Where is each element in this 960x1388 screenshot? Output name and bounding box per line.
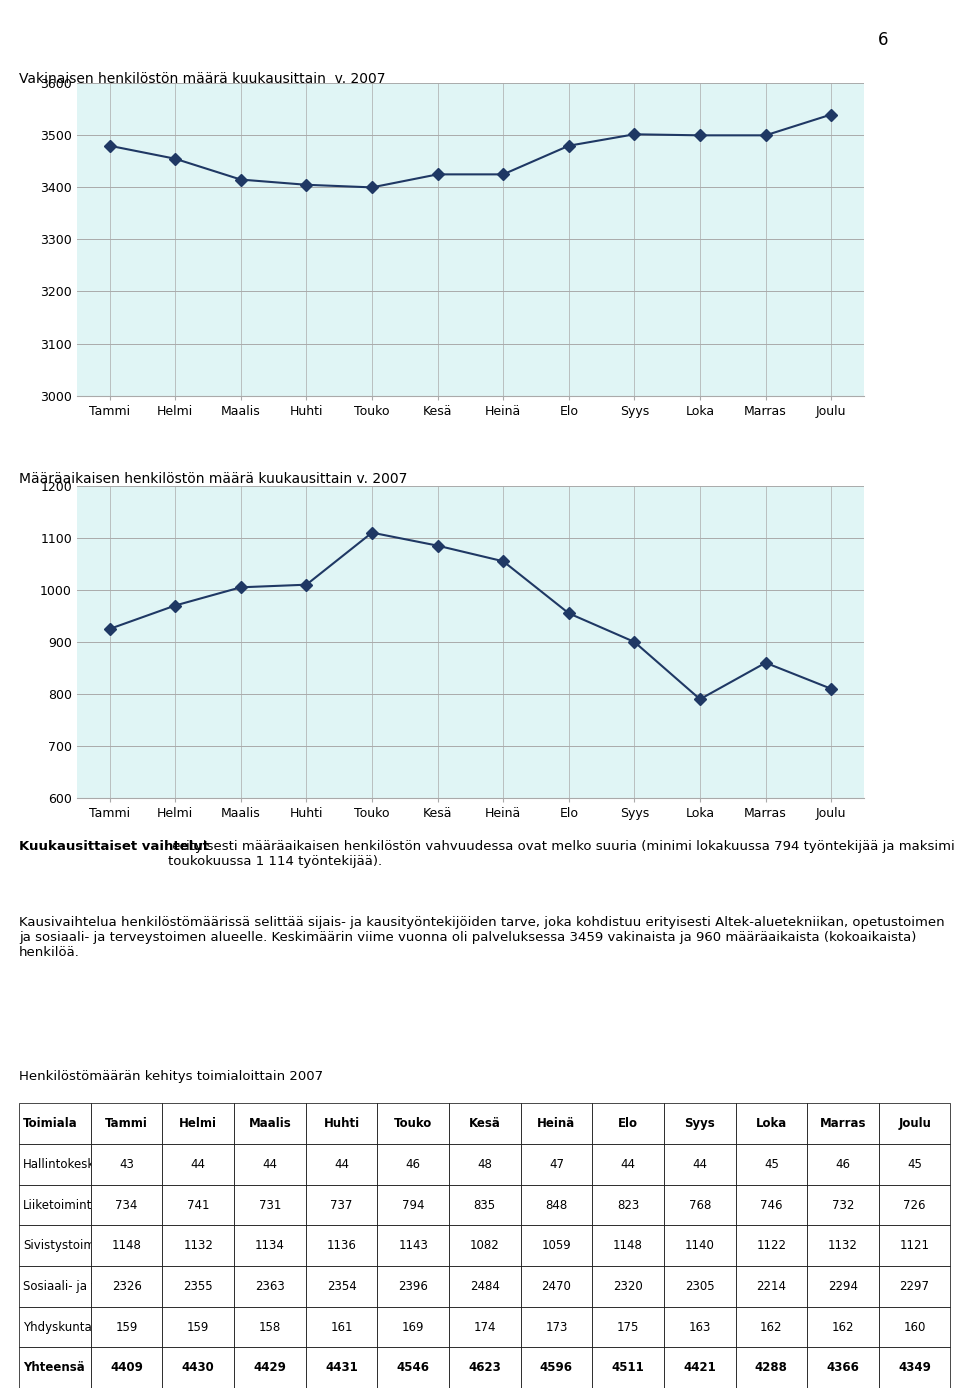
Text: Määräaikaisen henkilöstön määrä kuukausittain v. 2007: Määräaikaisen henkilöstön määrä kuukausi…	[19, 472, 408, 486]
Text: erityisesti määräaikaisen henkilöstön vahvuudessa ovat melko suuria (minimi loka: erityisesti määräaikaisen henkilöstön va…	[168, 840, 955, 868]
Text: Kausivaihtelua henkilöstömäärissä selittää sijais- ja kausityöntekijöiden tarve,: Kausivaihtelua henkilöstömäärissä selitt…	[19, 916, 945, 959]
Text: Vakinaisen henkilöstön määrä kuukausittain  v. 2007: Vakinaisen henkilöstön määrä kuukausitta…	[19, 72, 386, 86]
Text: Kuukausittaiset vaihtelut: Kuukausittaiset vaihtelut	[19, 840, 209, 852]
Text: 6: 6	[878, 31, 888, 49]
Text: Henkilöstömäärän kehitys toimialoittain 2007: Henkilöstömäärän kehitys toimialoittain …	[19, 1070, 324, 1083]
